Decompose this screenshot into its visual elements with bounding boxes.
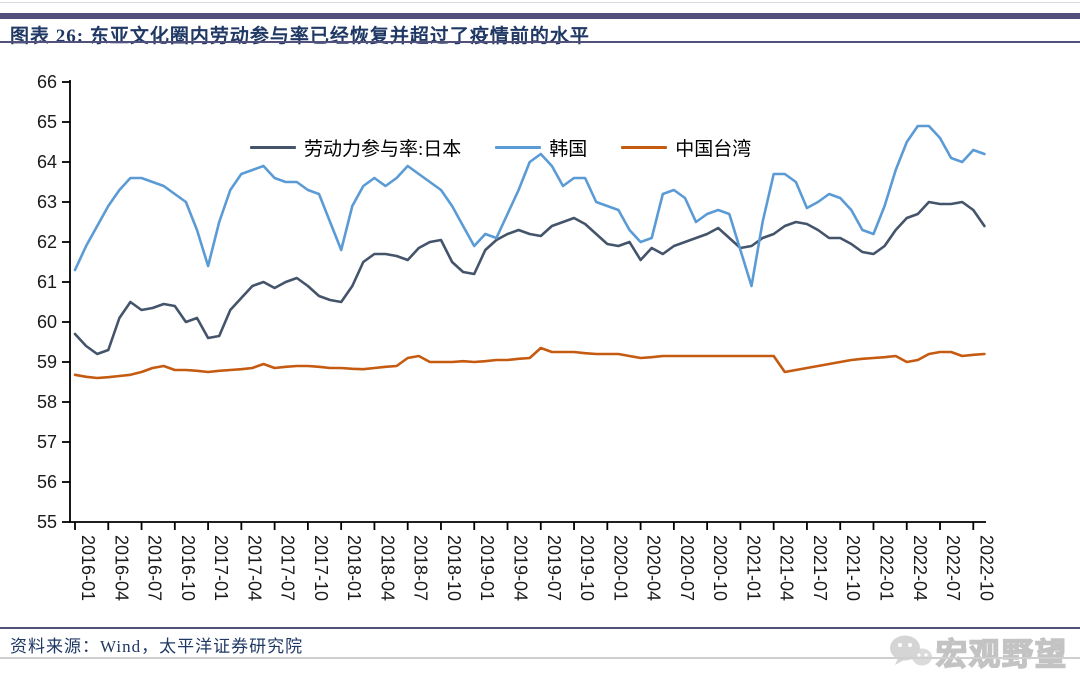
korea-line-swatch [495,146,542,149]
x-tick-label: 2020-07 [677,535,697,601]
x-tick-label: 2016-01 [78,535,98,601]
x-tick-label: 2017-04 [244,535,264,601]
y-tick-label: 63 [37,192,57,212]
x-tick-label: 2019-07 [544,535,564,601]
x-tick-label: 2016-04 [111,535,131,601]
source-divider [0,627,1080,629]
x-tick-label: 2018-07 [411,535,431,601]
x-tick-label: 2018-04 [377,535,397,601]
x-tick-label: 2017-07 [278,535,298,601]
y-tick-label: 55 [37,512,57,532]
x-tick-label: 2021-10 [843,535,863,601]
x-tick-label: 2021-07 [810,535,830,601]
y-tick-label: 65 [37,112,57,132]
y-tick-label: 58 [37,392,57,412]
x-tick-label: 2020-01 [610,535,630,601]
chart-legend: 劳动力参与率:日本 韩国 中国台湾 [250,134,751,161]
y-tick-label: 56 [37,472,57,492]
x-tick-label: 2018-01 [344,535,364,601]
y-tick-label: 57 [37,432,57,452]
legend-label-japan: 劳动力参与率:日本 [304,139,462,160]
x-tick-label: 2016-07 [145,535,165,601]
y-tick-label: 61 [37,272,57,292]
x-tick-label: 2018-10 [444,535,464,601]
x-tick-label: 2021-04 [777,535,797,601]
y-tick-label: 64 [37,152,57,172]
y-tick-label: 62 [37,232,57,252]
series-line-taiwan [73,346,986,380]
x-tick-label: 2019-10 [577,535,597,601]
chart-region: 55 56 57 58 59 60 61 62 63 64 65 66 2016-01 2016-04 20… [0,44,1080,673]
x-tick-label: 2016-10 [178,535,198,601]
wechat-bubbles-icon [890,635,932,665]
series-line-japan [73,200,986,356]
x-tick-label: 2022-04 [910,535,930,601]
data-source-text: 资料来源：Wind，太平洋证券研究院 [10,637,304,656]
taiwan-line-swatch [621,146,668,149]
x-tick-label: 2020-10 [710,535,730,601]
x-tick-label: 2022-07 [943,535,963,601]
series-line-korea [73,124,986,288]
x-tick-label: 2019-04 [511,535,531,601]
watermark: 宏观野望 [888,629,1068,674]
legend-item-taiwan: 中国台湾 [621,134,751,161]
legend-label-korea: 韩国 [549,139,588,160]
title-divider [0,41,1080,43]
legend-item-japan: 劳动力参与率:日本 [250,134,461,161]
legend-label-taiwan: 中国台湾 [675,139,752,160]
x-tick-label: 2022-10 [976,535,996,601]
page-top-edge-line [0,2,1080,3]
y-tick-label: 66 [37,72,57,92]
x-tick-label: 2020-04 [644,535,664,601]
title-accent-bar [0,13,1080,19]
x-tick-label: 2019-01 [477,535,497,601]
legend-item-korea: 韩国 [495,134,587,161]
y-tick-label: 60 [37,312,57,332]
page-bottom-edge-line [0,657,1080,659]
line-chart-canvas: 55 56 57 58 59 60 61 62 63 64 65 66 2016-01 2016-04 20… [37,72,996,601]
watermark-text: 宏观野望 [935,636,1068,673]
x-tick-label: 2021-01 [743,535,763,601]
x-tick-label: 2017-10 [311,535,331,601]
y-tick-label: 59 [37,352,57,372]
japan-line-swatch [250,146,296,149]
x-tick-label: 2017-01 [211,535,231,601]
x-tick-label: 2022-01 [876,535,896,601]
